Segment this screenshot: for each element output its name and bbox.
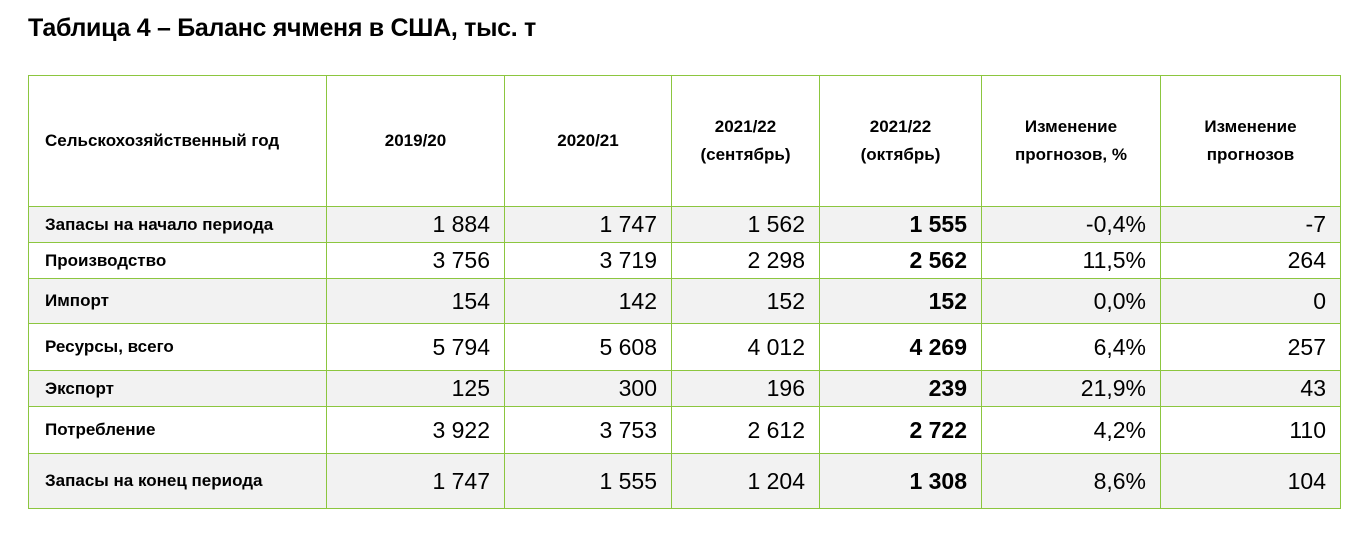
row-label: Экспорт [28, 370, 327, 407]
cell-2020-21: 142 [504, 278, 672, 324]
cell-change-absolute: 110 [1160, 406, 1341, 454]
cell-change-absolute: 257 [1160, 323, 1341, 371]
cell-2019-20: 1 747 [326, 453, 505, 509]
table-title: Таблица 4 – Баланс ячменя в США, тыс. т [28, 14, 536, 42]
header-year: Сельскохозяйственный год [28, 75, 327, 207]
cell-2021-22-september: 2 298 [671, 242, 820, 279]
header-2021-22-october: 2021/22 (октябрь) [819, 75, 982, 207]
row-label: Ресурсы, всего [28, 323, 327, 371]
cell-change-absolute: 43 [1160, 370, 1341, 407]
cell-2019-20: 1 884 [326, 206, 505, 243]
barley-balance-table: Сельскохозяйственный год 2019/20 2020/21… [28, 75, 1341, 509]
header-row: Сельскохозяйственный год 2019/20 2020/21… [28, 75, 1341, 207]
cell-2021-22-september: 4 012 [671, 323, 820, 371]
cell-change-absolute: 0 [1160, 278, 1341, 324]
cell-change-absolute: -7 [1160, 206, 1341, 243]
cell-2021-22-september: 1 204 [671, 453, 820, 509]
cell-change-percent: 6,4% [981, 323, 1161, 371]
row-label: Производство [28, 242, 327, 279]
cell-2021-22-october: 152 [819, 278, 982, 324]
row-label: Потребление [28, 406, 327, 454]
cell-2019-20: 154 [326, 278, 505, 324]
cell-2021-22-october: 2 722 [819, 406, 982, 454]
table-row: Запасы на начало периода 1 884 1 747 1 5… [28, 206, 1341, 243]
cell-2020-21: 3 719 [504, 242, 672, 279]
header-change-percent: Изменение прогнозов, % [981, 75, 1161, 207]
cell-2019-20: 5 794 [326, 323, 505, 371]
cell-2020-21: 300 [504, 370, 672, 407]
cell-2019-20: 125 [326, 370, 505, 407]
cell-2021-22-september: 2 612 [671, 406, 820, 454]
cell-change-absolute: 104 [1160, 453, 1341, 509]
cell-change-absolute: 264 [1160, 242, 1341, 279]
cell-2021-22-october: 2 562 [819, 242, 982, 279]
header-change-absolute: Изменение прогнозов [1160, 75, 1341, 207]
cell-2021-22-september: 1 562 [671, 206, 820, 243]
cell-2020-21: 3 753 [504, 406, 672, 454]
cell-2020-21: 1 555 [504, 453, 672, 509]
table-row: Запасы на конец периода 1 747 1 555 1 20… [28, 453, 1341, 509]
row-label: Запасы на конец периода [28, 453, 327, 509]
cell-2020-21: 1 747 [504, 206, 672, 243]
cell-2021-22-october: 1 308 [819, 453, 982, 509]
cell-change-percent: 8,6% [981, 453, 1161, 509]
cell-change-percent: 4,2% [981, 406, 1161, 454]
cell-2021-22-september: 152 [671, 278, 820, 324]
cell-2020-21: 5 608 [504, 323, 672, 371]
table-row: Импорт 154 142 152 152 0,0% 0 [28, 278, 1341, 324]
header-2021-22-september: 2021/22 (сентябрь) [671, 75, 820, 207]
cell-2019-20: 3 922 [326, 406, 505, 454]
cell-2021-22-october: 239 [819, 370, 982, 407]
cell-2019-20: 3 756 [326, 242, 505, 279]
header-2020-21: 2020/21 [504, 75, 672, 207]
header-2019-20: 2019/20 [326, 75, 505, 207]
table-row: Экспорт 125 300 196 239 21,9% 43 [28, 370, 1341, 407]
cell-2021-22-september: 196 [671, 370, 820, 407]
cell-2021-22-october: 1 555 [819, 206, 982, 243]
row-label: Импорт [28, 278, 327, 324]
cell-change-percent: 21,9% [981, 370, 1161, 407]
cell-change-percent: 0,0% [981, 278, 1161, 324]
table-row: Производство 3 756 3 719 2 298 2 562 11,… [28, 242, 1341, 279]
cell-change-percent: -0,4% [981, 206, 1161, 243]
table-row: Потребление 3 922 3 753 2 612 2 722 4,2%… [28, 406, 1341, 454]
table-row: Ресурсы, всего 5 794 5 608 4 012 4 269 6… [28, 323, 1341, 371]
cell-2021-22-october: 4 269 [819, 323, 982, 371]
cell-change-percent: 11,5% [981, 242, 1161, 279]
row-label: Запасы на начало периода [28, 206, 327, 243]
